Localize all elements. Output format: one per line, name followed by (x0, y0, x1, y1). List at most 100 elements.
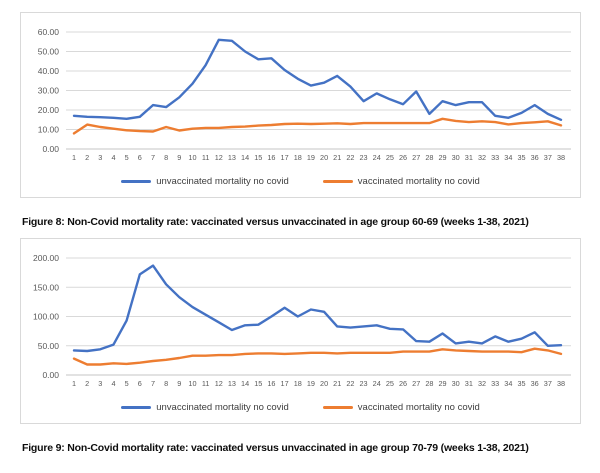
svg-text:2: 2 (85, 153, 89, 162)
svg-text:200.00: 200.00 (33, 253, 59, 263)
svg-text:9: 9 (177, 379, 181, 388)
svg-text:5: 5 (125, 153, 129, 162)
svg-text:10: 10 (188, 153, 196, 162)
svg-text:1: 1 (72, 379, 76, 388)
vaccinated-series-line-swatch (322, 179, 353, 183)
svg-text:27: 27 (412, 153, 420, 162)
svg-text:23: 23 (360, 153, 368, 162)
svg-text:37: 37 (544, 153, 552, 162)
legend-label-unvaccinated: unvaccinated mortality no covid (156, 175, 289, 187)
svg-text:24: 24 (373, 153, 381, 162)
svg-text:4: 4 (111, 379, 115, 388)
svg-text:6: 6 (138, 379, 142, 388)
figure9-caption: Figure 9: Non-Covid mortality rate: vacc… (22, 442, 529, 454)
svg-text:12: 12 (215, 379, 223, 388)
svg-text:150.00: 150.00 (33, 282, 59, 292)
svg-text:0.00: 0.00 (42, 370, 59, 380)
document-page: 0.00 10.00 20.00 30.00 40.00 50.00 60.00 1 2 3 4 5 6… (20, 12, 581, 454)
svg-text:100.00: 100.00 (33, 312, 59, 322)
svg-text:23: 23 (360, 379, 368, 388)
legend-item-unvaccinated: unvaccinated mortality no covid (121, 176, 289, 187)
svg-text:25: 25 (386, 379, 394, 388)
svg-text:22: 22 (346, 153, 354, 162)
svg-text:30.00: 30.00 (38, 86, 60, 96)
legend-label-vaccinated: vaccinated mortality no covid (357, 175, 480, 187)
svg-text:11: 11 (202, 379, 210, 388)
svg-text:7: 7 (151, 153, 155, 162)
legend-item-vaccinated: vaccinated mortality no covid (322, 175, 480, 187)
svg-text:19: 19 (307, 379, 315, 388)
svg-text:8: 8 (164, 153, 168, 162)
svg-text:28: 28 (425, 153, 433, 162)
svg-text:38: 38 (557, 379, 565, 388)
svg-text:3: 3 (98, 379, 102, 388)
svg-text:50.00: 50.00 (38, 47, 60, 57)
svg-text:31: 31 (465, 153, 473, 162)
svg-text:36: 36 (531, 379, 539, 388)
svg-text:50.00: 50.00 (38, 341, 60, 351)
svg-text:40.00: 40.00 (38, 66, 60, 76)
svg-text:20: 20 (320, 379, 328, 388)
svg-text:26: 26 (399, 153, 407, 162)
svg-text:35: 35 (517, 153, 525, 162)
figure8-block: 0.00 10.00 20.00 30.00 40.00 50.00 60.00 1 2 3 4 5 6… (20, 12, 581, 228)
svg-text:15: 15 (254, 153, 262, 162)
unvaccinated-series-line-swatch (121, 405, 152, 409)
svg-text:8: 8 (164, 379, 168, 388)
svg-text:16: 16 (267, 153, 275, 162)
svg-text:1: 1 (72, 153, 76, 162)
svg-text:4: 4 (111, 153, 115, 162)
svg-text:22: 22 (346, 379, 354, 388)
svg-text:21: 21 (333, 153, 341, 162)
svg-text:12: 12 (215, 153, 223, 162)
svg-text:10: 10 (188, 379, 196, 388)
svg-text:18: 18 (294, 153, 302, 162)
svg-text:13: 13 (228, 153, 236, 162)
svg-text:33: 33 (491, 153, 499, 162)
svg-text:24: 24 (373, 379, 381, 388)
svg-text:5: 5 (125, 379, 129, 388)
svg-text:20.00: 20.00 (38, 105, 60, 115)
figure8-caption: Figure 8: Non-Covid mortality rate: vacc… (22, 216, 529, 228)
svg-text:20: 20 (320, 153, 328, 162)
svg-text:11: 11 (202, 153, 210, 162)
svg-text:29: 29 (438, 153, 446, 162)
svg-text:15: 15 (254, 379, 262, 388)
svg-text:35: 35 (517, 379, 525, 388)
svg-text:21: 21 (333, 379, 341, 388)
svg-text:30: 30 (452, 379, 460, 388)
svg-text:10.00: 10.00 (38, 125, 60, 135)
svg-text:29: 29 (438, 379, 446, 388)
figure9-legend: unvaccinated mortality no covid vaccinat… (21, 400, 580, 414)
svg-text:34: 34 (504, 153, 512, 162)
svg-text:33: 33 (491, 379, 499, 388)
svg-text:19: 19 (307, 153, 315, 162)
svg-text:25: 25 (386, 153, 394, 162)
svg-text:34: 34 (504, 379, 512, 388)
svg-text:14: 14 (241, 153, 249, 162)
svg-text:2: 2 (85, 379, 89, 388)
legend-item-vaccinated: vaccinated mortality no covid (322, 402, 480, 413)
vaccinated-series-line-swatch (322, 405, 353, 409)
svg-text:26: 26 (399, 379, 407, 388)
svg-text:6: 6 (138, 153, 142, 162)
svg-text:28: 28 (425, 379, 433, 388)
svg-text:27: 27 (412, 379, 420, 388)
figure8-chart-box: 0.00 10.00 20.00 30.00 40.00 50.00 60.00 1 2 3 4 5 6… (20, 12, 581, 198)
figure8-legend: unvaccinated mortality no covid vaccinat… (21, 174, 580, 188)
svg-text:38: 38 (557, 153, 565, 162)
svg-text:0.00: 0.00 (42, 144, 59, 154)
svg-text:7: 7 (151, 379, 155, 388)
svg-text:32: 32 (478, 153, 486, 162)
svg-text:30: 30 (452, 153, 460, 162)
legend-item-unvaccinated: unvaccinated mortality no covid (121, 402, 289, 413)
svg-text:36: 36 (531, 153, 539, 162)
svg-text:18: 18 (294, 379, 302, 388)
svg-text:32: 32 (478, 379, 486, 388)
figure9-block: 0.00 50.00 100.00 150.00 200.00 1 2 3 4 5 6 7 8 9 10 11… (20, 238, 581, 454)
figure9-chart-box: 0.00 50.00 100.00 150.00 200.00 1 2 3 4 5 6 7 8 9 10 11… (20, 238, 581, 424)
svg-text:17: 17 (281, 153, 289, 162)
svg-text:31: 31 (465, 379, 473, 388)
